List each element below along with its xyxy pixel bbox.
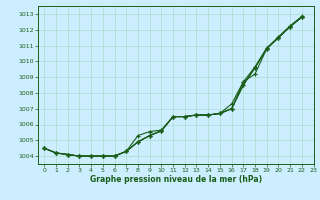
X-axis label: Graphe pression niveau de la mer (hPa): Graphe pression niveau de la mer (hPa) [90, 175, 262, 184]
